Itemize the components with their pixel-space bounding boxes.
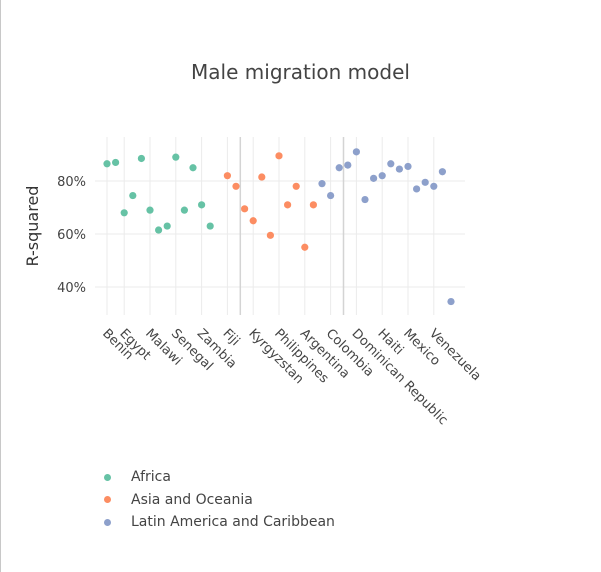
data-point [258, 173, 266, 181]
legend-label: Latin America and Caribbean [131, 514, 335, 531]
legend-label: Africa [131, 469, 171, 486]
data-point [438, 168, 446, 176]
data-point [404, 162, 412, 171]
data-point [241, 205, 249, 213]
frame-left-edge [0, 0, 1, 572]
data-point [430, 182, 438, 190]
legend-item[interactable]: Latin America and Caribbean [100, 511, 335, 534]
data-point [275, 152, 283, 160]
data-point [370, 174, 378, 182]
y-tick-label: 40% [57, 281, 86, 296]
data-point [395, 165, 403, 173]
data-point [189, 164, 197, 172]
data-point [352, 148, 360, 156]
data-point [387, 160, 395, 168]
data-point [146, 206, 154, 214]
data-point [301, 243, 309, 251]
legend: Africa Asia and Oceania Latin America and … [100, 466, 335, 534]
data-point [309, 201, 317, 209]
data-point [120, 209, 128, 217]
data-point [266, 231, 274, 239]
data-point [327, 191, 335, 200]
data-point [206, 222, 214, 230]
legend-label: Asia and Oceania [131, 491, 253, 508]
data-point [335, 164, 343, 172]
y-tick-label: 80% [57, 175, 86, 190]
data-point [378, 172, 386, 180]
data-point [344, 161, 352, 169]
data-point [318, 180, 326, 188]
data-point [103, 160, 111, 168]
data-point [361, 195, 369, 204]
data-point [155, 226, 163, 234]
data-point [180, 206, 188, 214]
data-point [284, 201, 292, 209]
legend-item[interactable]: Asia and Oceania [100, 489, 335, 512]
data-point [112, 158, 120, 167]
chart-title: Male migration model [191, 60, 410, 84]
y-tick-label: 60% [57, 228, 86, 243]
data-point [223, 172, 231, 180]
data-point [249, 217, 257, 225]
data-point [172, 153, 180, 161]
data-point [421, 178, 429, 186]
legend-item[interactable]: Africa [100, 466, 335, 489]
legend-marker-icon [104, 518, 111, 526]
data-point [232, 182, 240, 190]
y-axis-title: R-squared [23, 186, 42, 267]
data-point [198, 201, 206, 209]
legend-marker-icon [104, 473, 111, 481]
data-point [137, 154, 145, 163]
data-point [447, 297, 455, 306]
data-point [129, 191, 137, 200]
legend-marker-icon [104, 496, 111, 504]
data-point [413, 185, 421, 193]
data-point [292, 182, 300, 190]
data-point [163, 222, 171, 230]
